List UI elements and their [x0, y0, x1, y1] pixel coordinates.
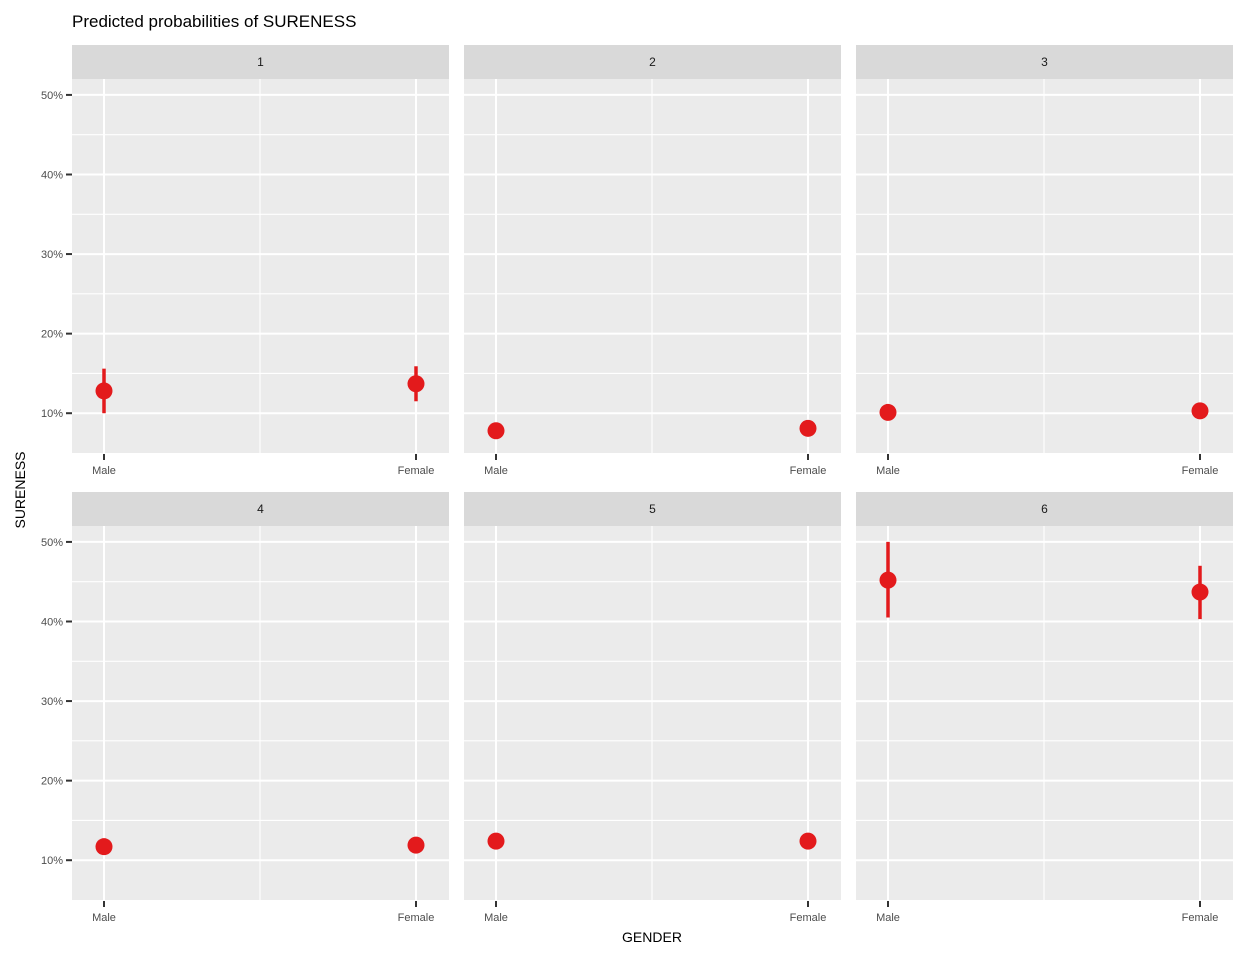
y-tick-label: 50% [41, 90, 63, 102]
x-tick-label: Male [484, 912, 508, 924]
x-tick-label: Female [790, 465, 827, 477]
facet-strip-label: 6 [1041, 502, 1048, 516]
x-tick-label: Male [876, 912, 900, 924]
x-tick-label: Male [484, 465, 508, 477]
data-point [407, 836, 425, 854]
data-point [1191, 402, 1209, 420]
x-tick-label: Female [1182, 465, 1219, 477]
facet-strip [464, 45, 841, 79]
data-point [1191, 583, 1209, 601]
y-tick-label: 40% [41, 616, 63, 628]
x-tick-label: Male [92, 465, 116, 477]
facet-panel-4: 4 10% 20% 30% 40% 50% Male Female [41, 492, 449, 924]
facet-strip-label: 2 [649, 55, 656, 69]
y-tick-label: 50% [41, 537, 63, 549]
facet-strip [856, 492, 1233, 526]
y-tick-label: 10% [41, 855, 63, 867]
chart-title: Predicted probabilities of SURENESS [72, 12, 356, 31]
y-tick-label: 20% [41, 329, 63, 341]
data-point [487, 832, 505, 850]
facet-strip-label: 3 [1041, 55, 1048, 69]
facet-panel-3: 3 Male Female [856, 45, 1233, 477]
facet-panel-6: 6 Male Female [856, 492, 1233, 924]
facet-strip-label: 5 [649, 502, 656, 516]
x-axis-title: GENDER [622, 929, 682, 945]
data-point [407, 375, 425, 393]
data-point [799, 832, 817, 850]
y-tick-label: 20% [41, 776, 63, 788]
facet-strip [72, 45, 449, 79]
data-point [879, 403, 897, 421]
x-tick-label: Female [1182, 912, 1219, 924]
facet-panel-2: 2 Male Female [464, 45, 841, 477]
data-point [95, 838, 113, 856]
x-tick-label: Female [398, 912, 435, 924]
x-tick-label: Male [92, 912, 116, 924]
facet-strip-label: 4 [257, 502, 264, 516]
data-point [879, 571, 897, 589]
y-tick-label: 30% [41, 249, 63, 261]
y-tick-label: 10% [41, 408, 63, 420]
facet-strip [464, 492, 841, 526]
facet-strip [72, 492, 449, 526]
data-point [487, 422, 505, 440]
y-tick-label: 30% [41, 696, 63, 708]
data-point [95, 382, 113, 400]
y-tick-label: 40% [41, 169, 63, 181]
facet-panel-5: 5 Male Female [464, 492, 841, 924]
facet-strip [856, 45, 1233, 79]
facet-panels: 1 10% 20% 30% 40% 50% Male Female 2 Male Female 3 Ma… [41, 45, 1233, 924]
data-point [799, 419, 817, 437]
y-axis-title: SURENESS [12, 451, 28, 528]
facet-strip-label: 1 [257, 55, 264, 69]
x-tick-label: Male [876, 465, 900, 477]
x-tick-label: Female [398, 465, 435, 477]
facet-panel-1: 1 10% 20% 30% 40% 50% Male Female [41, 45, 449, 477]
x-tick-label: Female [790, 912, 827, 924]
